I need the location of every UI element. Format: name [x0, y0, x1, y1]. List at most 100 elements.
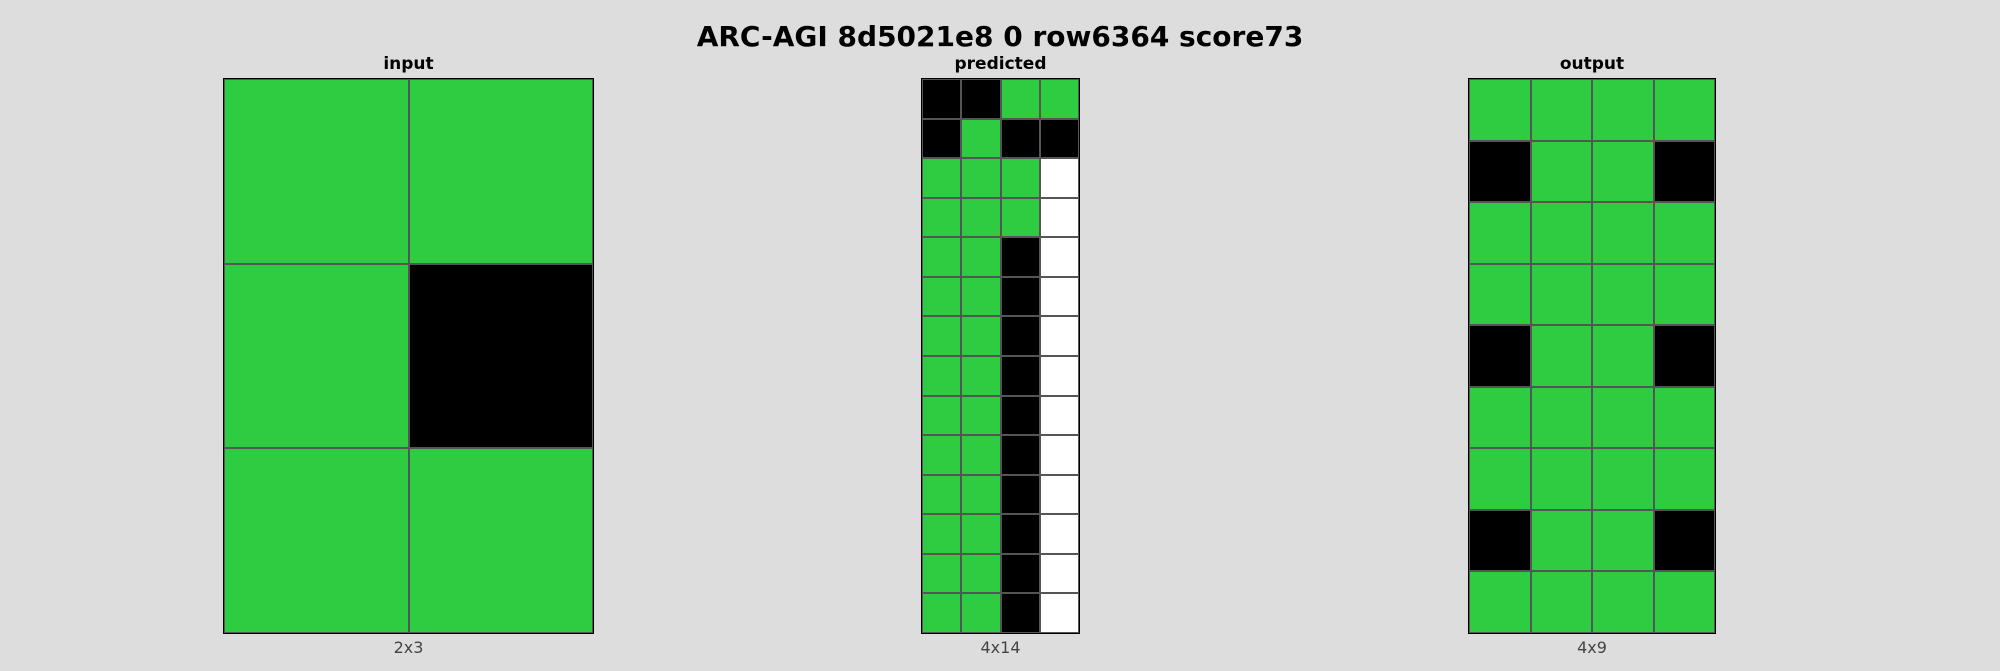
- output-dimensions: 4x9: [1577, 638, 1607, 657]
- output-cell-r7-c1: [1530, 509, 1592, 572]
- predicted-cell-r8-c1: [961, 395, 1001, 436]
- predicted-cell-r2-c1: [961, 158, 1001, 198]
- predicted-cell-r6-c0: [922, 316, 962, 356]
- predicted-cell-r0-c2: [1000, 79, 1040, 119]
- predicted-cell-r12-c0: [922, 553, 962, 594]
- output-cell-r7-c2: [1592, 509, 1654, 572]
- output-cell-r7-c3: [1653, 509, 1715, 572]
- predicted-cell-r2-c3: [1039, 158, 1079, 198]
- predicted-cell-r3-c0: [922, 197, 962, 238]
- output-cell-r4-c1: [1530, 325, 1592, 387]
- input-cell-r2-c0: [224, 448, 409, 633]
- output-cell-r3-c2: [1592, 263, 1654, 326]
- predicted-cell-r10-c3: [1039, 474, 1079, 515]
- predicted-cell-r8-c3: [1039, 395, 1079, 436]
- output-cell-r3-c1: [1530, 263, 1592, 326]
- input-cell-r2-c1: [408, 448, 593, 633]
- predicted-cell-r10-c0: [922, 474, 962, 515]
- predicted-cell-r0-c0: [922, 79, 962, 119]
- predicted-grid: [921, 78, 1080, 634]
- predicted-cell-r4-c0: [922, 237, 962, 277]
- output-cell-r8-c2: [1592, 571, 1654, 633]
- predicted-cell-r4-c1: [961, 237, 1001, 277]
- predicted-cell-r12-c2: [1000, 553, 1040, 594]
- predicted-cell-r7-c3: [1039, 356, 1079, 396]
- predicted-cell-r1-c3: [1039, 118, 1079, 159]
- input-cell-r0-c0: [224, 79, 409, 264]
- predicted-cell-r10-c1: [961, 474, 1001, 515]
- predicted-cell-r6-c1: [961, 316, 1001, 356]
- output-cell-r8-c3: [1653, 571, 1715, 633]
- input-grid: [223, 78, 594, 634]
- predicted-cell-r13-c0: [922, 593, 962, 633]
- predicted-cell-r1-c1: [961, 118, 1001, 159]
- predicted-cell-r9-c1: [961, 435, 1001, 475]
- predicted-cell-r4-c2: [1000, 237, 1040, 277]
- predicted-cell-r13-c3: [1039, 593, 1079, 633]
- predicted-cell-r7-c1: [961, 356, 1001, 396]
- panel-title-output: output: [1559, 54, 1625, 74]
- output-cell-r6-c1: [1530, 448, 1592, 510]
- predicted-cell-r7-c2: [1000, 356, 1040, 396]
- input-cell-r1-c0: [224, 263, 409, 449]
- output-cell-r0-c2: [1592, 79, 1654, 141]
- output-cell-r8-c1: [1530, 571, 1592, 633]
- output-cell-r5-c1: [1530, 386, 1592, 449]
- predicted-cell-r9-c0: [922, 435, 962, 475]
- predicted-cell-r8-c2: [1000, 395, 1040, 436]
- output-cell-r2-c1: [1530, 202, 1592, 264]
- output-cell-r1-c2: [1592, 140, 1654, 203]
- predicted-cell-r5-c0: [922, 276, 962, 317]
- page-title: ARC-AGI 8d5021e8 0 row6364 score73: [696, 20, 1304, 53]
- predicted-cell-r12-c3: [1039, 553, 1079, 594]
- predicted-cell-r11-c0: [922, 514, 962, 554]
- predicted-cell-r5-c2: [1000, 276, 1040, 317]
- predicted-cell-r11-c1: [961, 514, 1001, 554]
- predicted-cell-r13-c2: [1000, 593, 1040, 633]
- predicted-cell-r13-c1: [961, 593, 1001, 633]
- output-cell-r4-c2: [1592, 325, 1654, 387]
- output-grid: [1468, 78, 1716, 634]
- output-cell-r5-c3: [1653, 386, 1715, 449]
- output-cell-r0-c0: [1469, 79, 1531, 141]
- predicted-cell-r11-c2: [1000, 514, 1040, 554]
- output-cell-r6-c2: [1592, 448, 1654, 510]
- output-cell-r1-c1: [1530, 140, 1592, 203]
- output-cell-r8-c0: [1469, 571, 1531, 633]
- predicted-dimensions: 4x14: [980, 638, 1021, 657]
- output-cell-r3-c0: [1469, 263, 1531, 326]
- predicted-cell-r3-c2: [1000, 197, 1040, 238]
- output-cell-r7-c0: [1469, 509, 1531, 572]
- input-cell-r0-c1: [408, 79, 593, 264]
- output-cell-r2-c2: [1592, 202, 1654, 264]
- predicted-cell-r9-c3: [1039, 435, 1079, 475]
- predicted-cell-r9-c2: [1000, 435, 1040, 475]
- output-cell-r5-c2: [1592, 386, 1654, 449]
- output-cell-r6-c0: [1469, 448, 1531, 510]
- predicted-cell-r5-c1: [961, 276, 1001, 317]
- predicted-cell-r0-c1: [961, 79, 1001, 119]
- panel-title-predicted: predicted: [954, 54, 1047, 74]
- predicted-cell-r3-c1: [961, 197, 1001, 238]
- input-cell-r1-c1: [408, 263, 593, 449]
- output-cell-r6-c3: [1653, 448, 1715, 510]
- predicted-cell-r1-c0: [922, 118, 962, 159]
- output-cell-r1-c3: [1653, 140, 1715, 203]
- predicted-cell-r8-c0: [922, 395, 962, 436]
- output-cell-r3-c3: [1653, 263, 1715, 326]
- output-cell-r4-c0: [1469, 325, 1531, 387]
- predicted-cell-r12-c1: [961, 553, 1001, 594]
- output-cell-r5-c0: [1469, 386, 1531, 449]
- output-cell-r1-c0: [1469, 140, 1531, 203]
- predicted-cell-r10-c2: [1000, 474, 1040, 515]
- predicted-cell-r3-c3: [1039, 197, 1079, 238]
- predicted-cell-r6-c3: [1039, 316, 1079, 356]
- output-cell-r0-c1: [1530, 79, 1592, 141]
- predicted-cell-r1-c2: [1000, 118, 1040, 159]
- output-cell-r0-c3: [1653, 79, 1715, 141]
- predicted-cell-r0-c3: [1039, 79, 1079, 119]
- predicted-cell-r4-c3: [1039, 237, 1079, 277]
- panel-title-input: input: [383, 54, 434, 74]
- predicted-cell-r7-c0: [922, 356, 962, 396]
- output-cell-r4-c3: [1653, 325, 1715, 387]
